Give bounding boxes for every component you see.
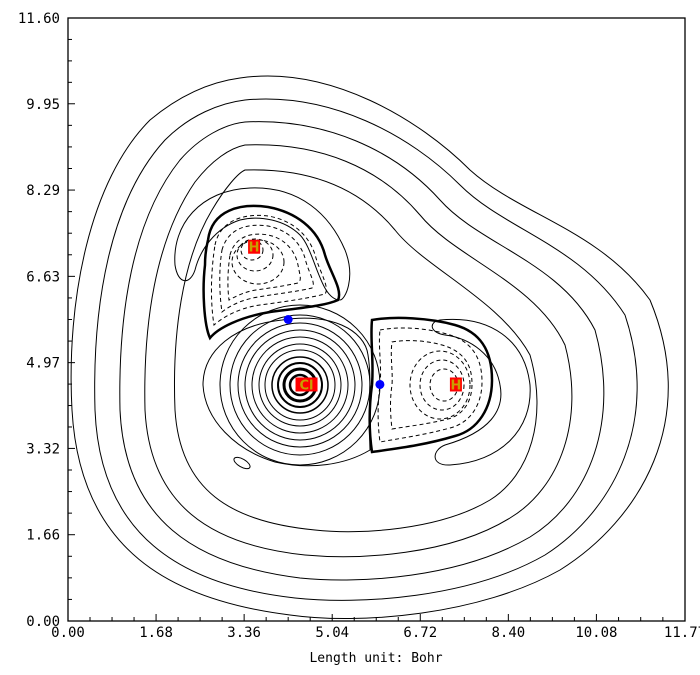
atom-marker: Cl <box>295 377 318 393</box>
atom-box <box>295 377 318 392</box>
y-tick-label: 8.29 <box>26 183 60 199</box>
x-tick-label: 0.00 <box>51 625 85 641</box>
atom-box <box>248 239 261 254</box>
contour-cl-rings <box>219 304 381 466</box>
x-tick-label: 5.04 <box>315 625 349 641</box>
contour-h2-negative <box>377 327 483 443</box>
critical-points <box>283 315 385 389</box>
x-axis-ticks: 0.00 1.68 3.36 5.04 6.72 8.40 10.08 11.77 <box>51 614 700 641</box>
x-tick-label: 1.68 <box>139 625 173 641</box>
contour-h1-outer <box>174 187 351 301</box>
y-tick-label: 9.95 <box>26 97 60 113</box>
y-tick-label: 6.63 <box>26 269 60 285</box>
y-tick-label: 1.66 <box>26 528 60 544</box>
x-tick-label: 10.08 <box>575 625 617 641</box>
x-axis-label: Length unit: Bohr <box>309 651 442 666</box>
atom-markers: Cl H H <box>248 239 462 393</box>
contour-outer-1 <box>70 75 669 620</box>
atom-box <box>449 377 462 392</box>
y-tick-label: 3.32 <box>26 441 60 457</box>
critical-point-marker <box>375 379 385 389</box>
contour-small-loop <box>233 456 251 470</box>
atom-label: Cl <box>300 378 314 393</box>
contour-outer-4 <box>144 144 573 558</box>
contour-outer-2 <box>94 98 638 601</box>
x-tick-label: 11.77 <box>664 625 700 641</box>
contour-h1-negative <box>210 214 327 326</box>
contour-h1-boundary <box>202 204 341 341</box>
contour-cl-basin <box>202 317 371 467</box>
atom-marker: H <box>248 239 261 256</box>
atom-label: H <box>249 241 260 256</box>
contour-h2-boundary <box>368 316 494 454</box>
y-tick-label: 4.97 <box>26 356 60 372</box>
y-tick-label: 0.00 <box>26 614 60 630</box>
atom-label: H <box>450 378 461 393</box>
contour-lines <box>70 75 669 620</box>
y-tick-label: 11.60 <box>18 11 60 27</box>
y-axis-ticks: 0.00 1.66 3.32 4.97 6.63 8.29 9.95 11.60 <box>18 11 75 630</box>
contour-outer-5 <box>174 169 538 533</box>
contour-outer-3 <box>119 121 605 581</box>
atom-marker: H <box>449 377 462 393</box>
x-tick-label: 8.40 <box>491 625 525 641</box>
x-tick-label: 6.72 <box>403 625 437 641</box>
critical-point-marker <box>283 315 293 324</box>
x-tick-label: 3.36 <box>227 625 261 641</box>
